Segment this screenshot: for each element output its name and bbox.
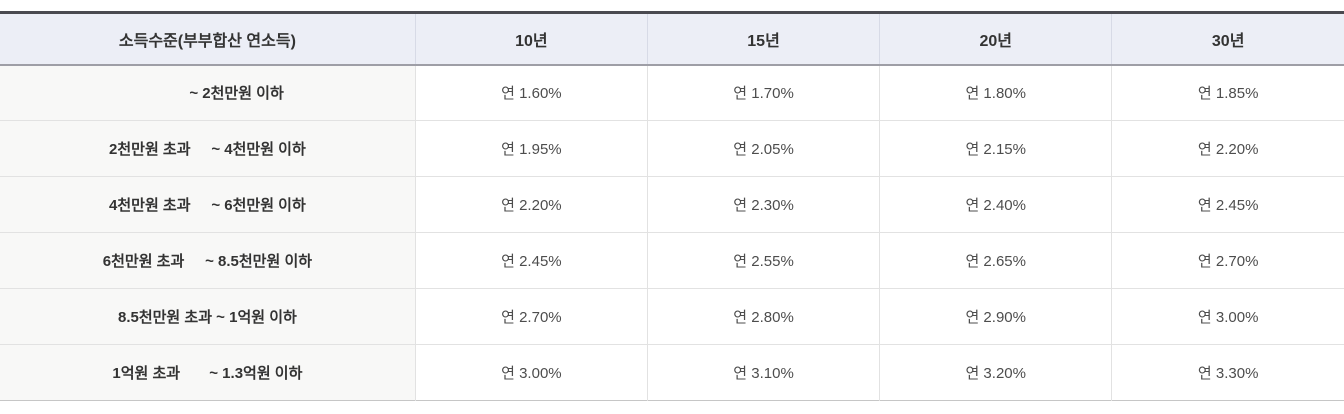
rate-cell: 연 2.20% — [414, 176, 648, 233]
rate-cell: 연 2.90% — [879, 288, 1112, 345]
income-range-cell: 2천만원 초과 ~ 4천만원 이하 — [0, 120, 416, 177]
column-header-term: 20년 — [879, 12, 1112, 66]
column-header-term: 30년 — [1111, 12, 1344, 66]
rate-cell: 연 3.00% — [1111, 288, 1344, 345]
rate-cell: 연 3.30% — [1111, 344, 1344, 401]
table-row: ~ 2천만원 이하 연 1.60% 연 1.70% 연 1.80% 연 1.85% — [0, 64, 1344, 121]
rate-cell: 연 2.70% — [1111, 232, 1344, 289]
rate-cell: 연 3.10% — [646, 344, 880, 401]
table-row: 1억원 초과 ~ 1.3억원 이하 연 3.00% 연 3.10% 연 3.20% 연 … — [0, 344, 1344, 401]
column-header-income: 소득수준(부부합산 연소득) — [0, 12, 416, 66]
income-range-cell: 8.5천만원 초과 ~ 1억원 이하 — [0, 288, 416, 345]
rate-cell: 연 2.15% — [879, 120, 1112, 177]
rate-cell: 연 2.45% — [414, 232, 648, 289]
income-range-cell: ~ 2천만원 이하 — [0, 64, 416, 121]
table-row: 8.5천만원 초과 ~ 1억원 이하 연 2.70% 연 2.80% 연 2.90% 연… — [0, 288, 1344, 345]
rate-cell: 연 1.70% — [646, 64, 880, 121]
column-header-term: 10년 — [414, 12, 648, 66]
rate-cell: 연 2.70% — [414, 288, 648, 345]
rate-cell: 연 1.80% — [879, 64, 1112, 121]
table-row: 2천만원 초과 ~ 4천만원 이하 연 1.95% 연 2.05% 연 2.15% 연 … — [0, 120, 1344, 177]
rate-cell: 연 2.20% — [1111, 120, 1344, 177]
rate-cell: 연 2.30% — [646, 176, 880, 233]
rate-cell: 연 2.55% — [646, 232, 880, 289]
rate-cell: 연 1.60% — [414, 64, 648, 121]
rate-cell: 연 2.45% — [1111, 176, 1344, 233]
income-range-cell: 4천만원 초과 ~ 6천만원 이하 — [0, 176, 416, 233]
table-row: 4천만원 초과 ~ 6천만원 이하 연 2.20% 연 2.30% 연 2.40% 연 … — [0, 176, 1344, 233]
interest-rate-table: 소득수준(부부합산 연소득) 10년 15년 20년 30년 ~ 2천만원 이하 연 1… — [0, 11, 1344, 401]
table-header-row: 소득수준(부부합산 연소득) 10년 15년 20년 30년 — [0, 12, 1344, 66]
rate-cell: 연 3.00% — [414, 344, 648, 401]
rate-cell: 연 2.65% — [879, 232, 1112, 289]
rate-cell: 연 2.05% — [646, 120, 880, 177]
table-row: 6천만원 초과 ~ 8.5천만원 이하 연 2.45% 연 2.55% 연 2.65%… — [0, 232, 1344, 289]
column-header-term: 15년 — [646, 12, 880, 66]
rate-cell: 연 2.80% — [646, 288, 880, 345]
income-range-cell: 1억원 초과 ~ 1.3억원 이하 — [0, 344, 416, 401]
rate-cell: 연 2.40% — [879, 176, 1112, 233]
table-body: ~ 2천만원 이하 연 1.60% 연 1.70% 연 1.80% 연 1.85% 2천만… — [0, 64, 1344, 401]
rate-cell: 연 1.85% — [1111, 64, 1344, 121]
income-range-cell: 6천만원 초과 ~ 8.5천만원 이하 — [0, 232, 416, 289]
rate-cell: 연 1.95% — [414, 120, 648, 177]
rate-cell: 연 3.20% — [879, 344, 1112, 401]
